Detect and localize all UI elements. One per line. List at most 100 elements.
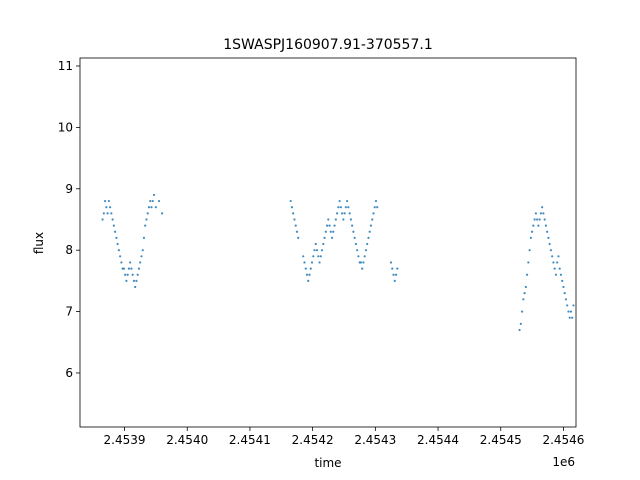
- data-point: [332, 230, 335, 233]
- data-point: [307, 279, 310, 282]
- data-point: [543, 218, 546, 221]
- data-point: [343, 212, 346, 215]
- data-point: [305, 273, 309, 276]
- data-point: [346, 199, 349, 203]
- data-point: [292, 212, 295, 215]
- plot-frame: [79, 57, 577, 428]
- data-point: [109, 206, 112, 209]
- data-point: [559, 273, 563, 276]
- y-tick-label: 9: [65, 182, 73, 196]
- data-point: [149, 199, 152, 203]
- data-point: [548, 242, 551, 246]
- data-point: [367, 236, 370, 239]
- data-point: [562, 285, 565, 289]
- data-point: [335, 212, 339, 215]
- data-point: [352, 230, 355, 233]
- data-point: [531, 230, 534, 233]
- data-point: [522, 298, 525, 301]
- data-point: [101, 218, 104, 221]
- chart-title: 1SWASPJ160907.91-370557.1: [223, 37, 432, 53]
- data-point: [310, 261, 314, 264]
- data-point: [294, 224, 297, 227]
- data-point: [547, 236, 550, 239]
- data-point: [564, 298, 568, 301]
- data-point: [523, 292, 526, 295]
- data-point: [142, 236, 146, 239]
- x-tick-label: 2.4540: [166, 433, 208, 447]
- x-tick-label: 2.4546: [542, 433, 584, 447]
- data-point: [563, 292, 566, 295]
- data-point: [518, 328, 521, 332]
- data-point: [341, 212, 344, 215]
- data-point: [330, 236, 334, 239]
- data-point: [303, 261, 306, 264]
- data-point: [116, 242, 119, 246]
- x-tick-label: 2.4539: [104, 433, 146, 447]
- data-point: [157, 199, 161, 203]
- y-tick-label: 8: [65, 243, 73, 257]
- y-axis: 6 7 8 9 10 11: [58, 59, 80, 380]
- data-point: [295, 230, 299, 233]
- data-point: [361, 267, 364, 270]
- y-tick-label: 11: [58, 59, 73, 73]
- data-point: [161, 212, 164, 215]
- data-point: [394, 273, 398, 276]
- data-point: [541, 206, 544, 209]
- data-point: [317, 255, 320, 258]
- data-point: [520, 310, 524, 313]
- data-point: [147, 206, 151, 209]
- data-point: [537, 224, 540, 227]
- data-point: [117, 249, 120, 252]
- data-point: [302, 255, 305, 258]
- data-point: [524, 285, 527, 289]
- data-point: [553, 267, 556, 270]
- data-point: [154, 206, 157, 209]
- y-tick-label: 7: [65, 305, 73, 319]
- data-point: [102, 212, 105, 215]
- data-point: [314, 242, 317, 246]
- data-point: [125, 279, 128, 282]
- data-point: [112, 224, 115, 227]
- y-tick-label: 6: [65, 366, 73, 380]
- data-point: [349, 218, 352, 221]
- data-point: [392, 273, 395, 276]
- data-point: [353, 236, 356, 239]
- data-point: [290, 206, 294, 209]
- data-point: [115, 236, 118, 239]
- data-point: [552, 261, 555, 264]
- data-point: [132, 279, 136, 282]
- data-point: [144, 224, 147, 227]
- data-point: [546, 230, 549, 233]
- data-point: [334, 218, 337, 221]
- data-point: [318, 261, 321, 264]
- data-point: [140, 255, 143, 258]
- data-points: [101, 193, 575, 332]
- data-point: [557, 255, 560, 258]
- y-tick-label: 10: [58, 120, 73, 134]
- data-point: [293, 218, 296, 221]
- data-point: [389, 261, 393, 264]
- data-point: [289, 199, 292, 203]
- data-point: [120, 261, 123, 264]
- data-point: [359, 261, 363, 264]
- data-point: [561, 279, 564, 282]
- data-point: [139, 261, 142, 264]
- data-point: [150, 206, 153, 209]
- data-point: [568, 316, 571, 319]
- data-point: [130, 267, 133, 270]
- data-point: [357, 255, 360, 258]
- data-point: [339, 206, 342, 209]
- data-point: [363, 255, 366, 258]
- data-point: [348, 212, 351, 215]
- x-tick-label: 2.4544: [417, 433, 459, 447]
- x-tick-label: 2.4541: [229, 433, 271, 447]
- data-point: [129, 261, 132, 264]
- data-point: [126, 273, 129, 276]
- data-point: [393, 279, 396, 282]
- data-point: [527, 261, 530, 264]
- data-point: [364, 249, 368, 252]
- data-point: [315, 249, 319, 252]
- data-point: [342, 218, 345, 221]
- data-point: [124, 273, 127, 276]
